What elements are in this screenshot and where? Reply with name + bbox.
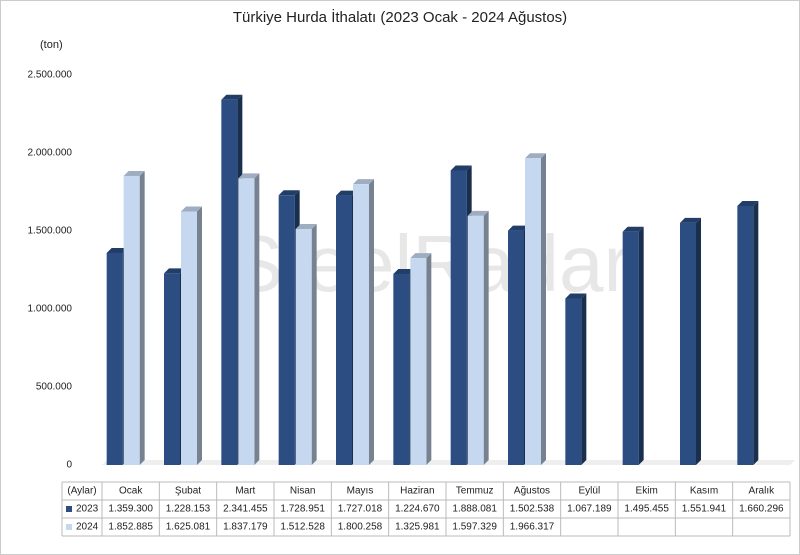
bar-side [483,210,489,465]
bar [393,273,410,465]
table-header: (Aylar) [67,486,96,497]
bar [238,178,255,465]
bar-top [622,226,644,232]
bar-side [197,206,202,465]
bar-top [410,253,432,259]
bar [181,211,197,465]
bar [450,170,467,466]
bar [565,298,582,465]
bar [221,99,238,465]
value-label: 1.625.081 [166,522,211,533]
x-tick-label: Ekim [636,486,658,497]
value-label: 1.495.455 [624,504,669,515]
bar [410,258,427,465]
bar [508,230,524,465]
bar-side [581,293,587,465]
y-axis-label: (ton) [40,39,63,51]
bar [737,205,754,465]
value-label: 1.728.951 [280,504,325,515]
chart-title: Türkiye Hurda İthalatı (2023 Ocak - 2024… [233,8,567,26]
bar [278,195,295,466]
bar-top [680,217,701,223]
bar-top [181,206,202,212]
bar-top [336,190,357,196]
x-tick-label: Şubat [175,486,201,497]
bar-side [541,153,546,465]
value-label: 1.727.018 [338,504,383,515]
x-tick-label: Eylül [578,486,600,497]
legend-swatch [66,524,72,530]
bar [353,184,369,465]
bar-side [254,173,260,465]
value-label: 1.837.179 [223,522,268,533]
y-tick-label: 0 [66,460,72,471]
bar-top [450,165,472,171]
bar [525,158,541,465]
value-label: 1.852.885 [108,522,153,533]
x-tick-label: Mayıs [347,486,374,497]
bar-top [393,268,415,274]
bar-side [638,226,644,465]
bar [680,222,696,465]
value-label: 1.067.189 [567,504,612,515]
bar-side [139,170,145,465]
bar-top [565,293,587,299]
bar-top [238,173,260,179]
x-tick-label: Nisan [290,486,316,497]
value-label: 1.325.981 [395,522,440,533]
bar [622,231,639,465]
value-label: 1.551.941 [682,504,727,515]
bar [106,252,123,465]
bar [123,175,140,465]
value-label: 1.800.258 [338,522,383,533]
value-label: 1.502.538 [510,504,555,515]
value-label: 1.888.081 [452,504,497,515]
value-label: 1.966.317 [510,522,555,533]
bar [295,229,312,465]
bar-side [753,200,759,465]
bar-top [221,94,243,100]
bar [164,273,180,465]
x-tick-label: Ocak [119,486,143,497]
legend-entry: 2023 [76,504,99,515]
bar [336,195,352,465]
bar [467,215,484,465]
bar-top [164,268,185,274]
legend-swatch [66,506,72,512]
bar-top [106,247,128,253]
bar-top [467,210,489,216]
bar-top [525,153,546,159]
value-label: 1.597.329 [452,522,497,533]
y-tick-label: 2.500.000 [28,70,73,81]
value-label: 1.359.300 [108,504,153,515]
bar-side [426,253,432,465]
bar-top [295,224,317,230]
bar-side [311,224,317,465]
x-tick-label: Aralık [749,486,776,497]
bar-top [737,200,759,206]
value-label: 1.512.528 [280,522,325,533]
bar-top [353,179,374,185]
x-tick-label: Haziran [400,486,434,497]
value-label: 1.224.670 [395,504,440,515]
legend-entry: 2024 [76,522,99,533]
x-tick-label: Mart [235,486,255,497]
floor [102,460,795,465]
bar-top [123,170,145,176]
y-tick-label: 1.000.000 [28,304,73,315]
bar-side [696,217,701,465]
value-label: 1.660.296 [739,504,784,515]
y-tick-label: 1.500.000 [28,226,73,237]
x-tick-label: Ağustos [514,486,550,497]
y-tick-label: 500.000 [36,382,73,393]
value-label: 2.341.455 [223,504,268,515]
x-tick-label: Temmuz [456,486,494,497]
bar-side [369,179,374,465]
y-tick-label: 2.000.000 [28,148,73,159]
x-tick-label: Kasım [690,486,718,497]
bar-top [278,190,300,196]
bar-top [508,225,529,231]
value-label: 1.228.153 [166,504,211,515]
